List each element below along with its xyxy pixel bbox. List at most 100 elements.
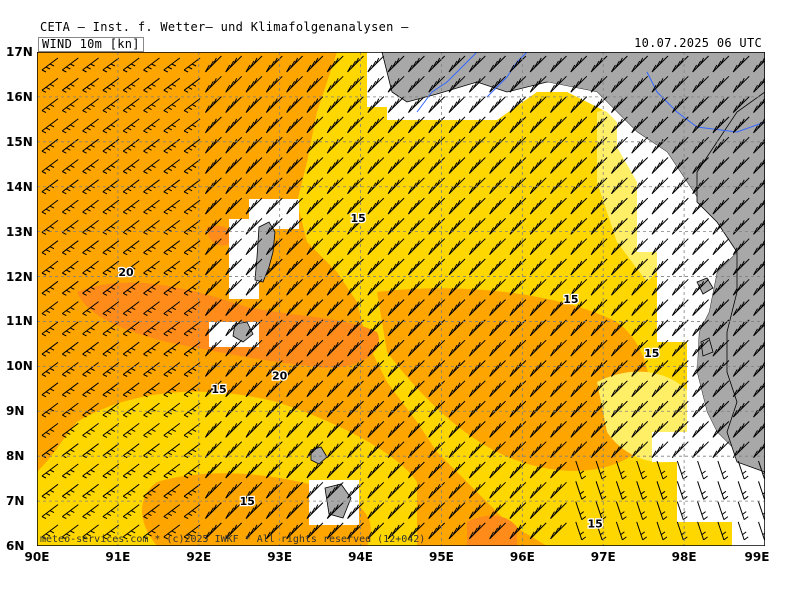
wind-barb	[286, 441, 303, 459]
wind-barb	[286, 522, 303, 540]
wind-barb	[509, 278, 527, 296]
wind-barb	[306, 461, 324, 479]
wind-barb	[367, 481, 385, 499]
wind-barb	[448, 400, 466, 418]
wind-barb	[62, 240, 79, 256]
wind-barb	[651, 421, 669, 438]
wind-barb	[102, 463, 120, 479]
wind-barb	[102, 362, 120, 377]
wind-barb	[468, 400, 486, 418]
wind-barb	[732, 157, 750, 174]
lat-tick-label: 9N	[6, 404, 25, 419]
wind-barb	[631, 258, 649, 276]
wind-barb	[570, 55, 588, 73]
wind-barb	[631, 96, 649, 113]
wind-barb	[265, 380, 283, 398]
wind-barb	[204, 136, 222, 154]
wind-barb	[550, 481, 567, 499]
wind-barb	[122, 504, 140, 520]
wind-barb	[306, 441, 324, 459]
wind-barb	[407, 96, 425, 113]
wind-barb	[122, 443, 140, 459]
wind-barb	[225, 278, 243, 296]
wind-barb	[143, 280, 160, 296]
wind-barb	[62, 504, 79, 520]
wind-barb	[306, 522, 324, 540]
wind-barb	[753, 423, 765, 438]
wind-barb	[636, 521, 647, 541]
wind-barb	[82, 402, 99, 418]
wind-barb	[347, 177, 364, 195]
wind-barb	[367, 136, 385, 154]
wind-barb	[62, 341, 79, 357]
wind-barb	[590, 157, 608, 174]
wind-barb	[428, 360, 446, 377]
wind-barb	[102, 341, 120, 357]
wind-barb	[671, 136, 689, 154]
wind-barb	[671, 319, 689, 337]
wind-barb	[509, 218, 527, 235]
wind-barb	[41, 57, 59, 73]
wind-barb	[326, 116, 344, 134]
wind-barb	[631, 238, 649, 256]
wind-barb	[428, 116, 446, 134]
wind-barb	[651, 441, 669, 459]
wind-barb	[407, 55, 425, 73]
wind-barb	[367, 197, 385, 215]
wind-barb	[615, 521, 627, 541]
lat-tick-label: 13N	[6, 224, 33, 239]
wind-barb	[286, 400, 303, 418]
wind-barb	[489, 522, 506, 540]
contour-label: 15	[587, 518, 602, 531]
wind-barb	[550, 116, 567, 134]
wind-barb	[82, 362, 99, 377]
wind-barb	[529, 218, 547, 235]
wind-barb	[468, 278, 486, 296]
wind-barb	[122, 463, 140, 479]
wind-barb	[326, 502, 344, 519]
parameter-label: WIND 10m [kn]	[38, 37, 144, 52]
wind-barb	[468, 157, 486, 174]
wind-barb	[529, 522, 547, 540]
wind-barb	[631, 400, 649, 418]
wind-barb	[570, 136, 588, 154]
wind-barb	[62, 77, 79, 93]
wind-barb	[62, 220, 79, 235]
wind-barb	[712, 218, 730, 235]
wind-barb	[631, 339, 649, 357]
wind-barb	[448, 278, 466, 296]
wind-barb	[489, 339, 506, 357]
wind-barb	[448, 258, 466, 276]
wind-barb	[697, 460, 708, 480]
wind-barb	[163, 504, 181, 520]
wind-barb	[143, 423, 160, 438]
wind-barb	[489, 157, 506, 174]
wind-barb	[712, 319, 730, 337]
wind-barb	[468, 96, 486, 113]
wind-barb	[225, 360, 243, 377]
wind-barb	[671, 96, 689, 113]
wind-barb	[41, 402, 59, 418]
wind-barb	[753, 281, 765, 296]
wind-barb	[590, 238, 608, 256]
wind-barb	[143, 402, 160, 418]
wind-barb	[204, 441, 222, 459]
wind-barb	[306, 177, 324, 195]
wind-barb	[245, 400, 263, 418]
wind-barb	[671, 197, 689, 215]
wind-barb	[82, 260, 99, 276]
wind-barb	[590, 55, 608, 73]
wind-barb	[529, 136, 547, 154]
wind-barb	[550, 96, 567, 113]
wind-barb	[570, 177, 588, 195]
wind-barb	[41, 463, 59, 479]
wind-barb	[651, 238, 669, 256]
wind-barb	[407, 299, 425, 316]
wind-barb	[326, 197, 344, 215]
wind-barb	[448, 481, 466, 499]
wind-barb	[575, 460, 587, 480]
wind-barb	[82, 220, 99, 235]
wind-barb	[122, 321, 140, 337]
wind-barb	[225, 319, 243, 337]
wind-barb	[407, 481, 425, 499]
